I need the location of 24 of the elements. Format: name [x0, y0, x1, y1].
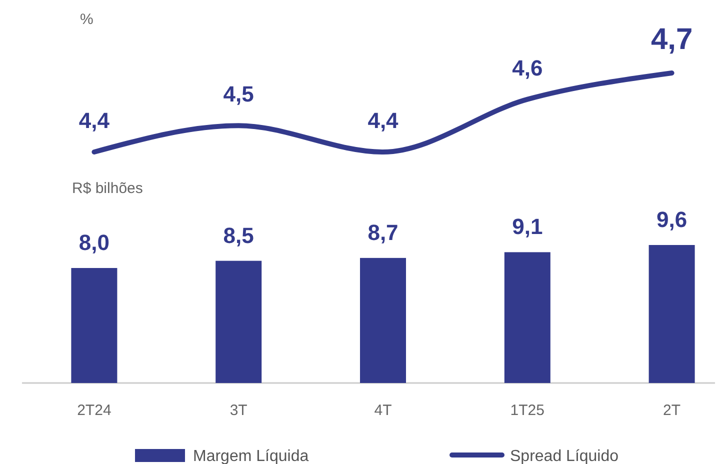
bar	[648, 245, 695, 383]
x-tick-label: 4T	[374, 402, 392, 419]
data-label: 9,1	[512, 214, 543, 240]
data-label: 9,6	[656, 207, 688, 232]
x-tick-label: 2T24	[77, 402, 112, 419]
bar	[360, 258, 406, 383]
data-label: 4,7	[650, 23, 693, 56]
data-label: 4,6	[512, 55, 543, 80]
data-label: 4,5	[223, 82, 254, 107]
x-tick-label: 1T25	[510, 402, 544, 419]
y-axis-title: R$ bilhões	[72, 180, 143, 197]
data-label: 4,4	[368, 108, 400, 133]
legend-label: Spread Líquido	[510, 448, 619, 464]
legend-label: Margem Líquida	[193, 448, 309, 464]
bar	[71, 268, 118, 383]
x-tick-label: 3T	[230, 402, 248, 419]
x-tick-label: 2T	[663, 402, 681, 419]
bar	[216, 260, 262, 383]
data-label: 4,4	[78, 108, 110, 133]
data-label: 8,5	[223, 222, 254, 248]
data-label: 8,7	[368, 220, 398, 245]
bar	[504, 252, 550, 383]
y-axis-title: %	[80, 11, 94, 28]
data-label: 8,0	[78, 230, 110, 255]
